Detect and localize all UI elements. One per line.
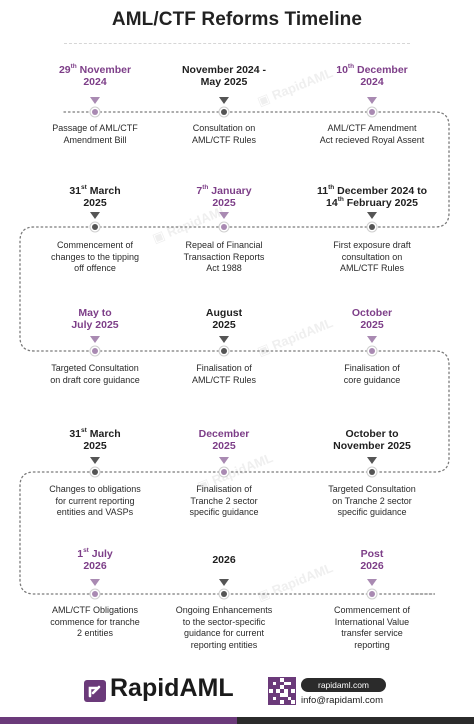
event-description: Targeted Consultation on draft core guida… [50, 363, 140, 385]
event-date: 1st July 2026 [77, 546, 113, 572]
event-description: First exposure draft consultation on AML/C… [333, 240, 411, 273]
event-marker [89, 588, 101, 600]
event-description: AML/CTF Amendment Act recieved Royal Asse… [319, 123, 425, 145]
event-date: 31st March 2025 [69, 183, 121, 209]
connector-line [19, 111, 450, 595]
event-description: Commencement of changes to the tipping off… [50, 240, 140, 273]
event-date: August 2025 [205, 307, 243, 331]
event-date: October 2025 [351, 307, 393, 331]
event-description: Commencement of International Value transf… [333, 605, 411, 650]
event-date: Post 2026 [360, 548, 384, 572]
event-marker [366, 588, 378, 600]
event-description: Repeal of Financial Transaction Reports Ac… [183, 240, 265, 273]
title-divider [64, 43, 410, 44]
event-pointer-icon [90, 97, 100, 104]
event-marker [366, 221, 378, 233]
event-date: 10th December 2024 [336, 62, 408, 88]
bottom-accent-bar [0, 717, 474, 724]
event-pointer-icon [367, 336, 377, 343]
event-description: Finalisation of Tranche 2 sector specific … [189, 484, 259, 517]
timeline-connector [19, 97, 450, 600]
event-marker [218, 588, 230, 600]
event-pointer-icon [219, 212, 229, 219]
event-pointer-icon [219, 579, 229, 586]
event-pointer-icon [90, 336, 100, 343]
event-pointer-icon [219, 336, 229, 343]
event-date: May to July 2025 [71, 307, 119, 331]
event-marker [366, 345, 378, 357]
event-pointer-icon [367, 97, 377, 104]
event-description: Changes to obligations for current report… [49, 484, 141, 517]
rapidaml-logo-icon [84, 680, 106, 702]
event-marker [89, 221, 101, 233]
event-pointer-icon [219, 457, 229, 464]
event-date: 2026 [212, 554, 236, 566]
event-marker [366, 466, 378, 478]
qr-code-icon [268, 677, 296, 705]
event-pointer-icon [367, 212, 377, 219]
event-marker [89, 466, 101, 478]
event-description: Passage of AML/CTF Amendment Bill [52, 123, 138, 145]
event-date: 31st March 2025 [69, 426, 121, 452]
event-pointer-icon [90, 212, 100, 219]
event-date: 11th December 2024 to 14th February 2025 [316, 183, 428, 209]
event-date: 7th January 2025 [196, 183, 252, 209]
event-marker [218, 345, 230, 357]
email-link[interactable]: info@rapidaml.com [301, 695, 383, 706]
event-date: 29th November 2024 [58, 62, 132, 88]
event-pointer-icon [90, 457, 100, 464]
website-link[interactable]: rapidaml.com [301, 678, 386, 692]
event-marker [89, 345, 101, 357]
event-marker [218, 106, 230, 118]
event-marker [218, 221, 230, 233]
event-description: Consultation on AML/CTF Rules [191, 123, 256, 145]
brand-name: RapidAML [110, 674, 234, 702]
event-pointer-icon [367, 579, 377, 586]
page-title: AML/CTF Reforms Timeline [111, 9, 363, 30]
event-pointer-icon [367, 457, 377, 464]
event-marker [218, 466, 230, 478]
event-date: December 2025 [198, 428, 250, 452]
event-description: Finalisation of core guidance [343, 363, 401, 385]
event-marker [366, 106, 378, 118]
event-pointer-icon [90, 579, 100, 586]
event-date: November 2024 - May 2025 [181, 64, 267, 88]
event-description: Ongoing Enhancements to the sector-specif… [175, 605, 273, 650]
event-description: Targeted Consultation on Tranche 2 sector… [328, 484, 416, 517]
event-date: October to November 2025 [333, 428, 411, 452]
event-description: AML/CTF Obligations commence for tranche 2… [50, 605, 140, 638]
event-pointer-icon [219, 97, 229, 104]
event-description: Finalisation of AML/CTF Rules [191, 363, 256, 385]
event-marker [89, 106, 101, 118]
